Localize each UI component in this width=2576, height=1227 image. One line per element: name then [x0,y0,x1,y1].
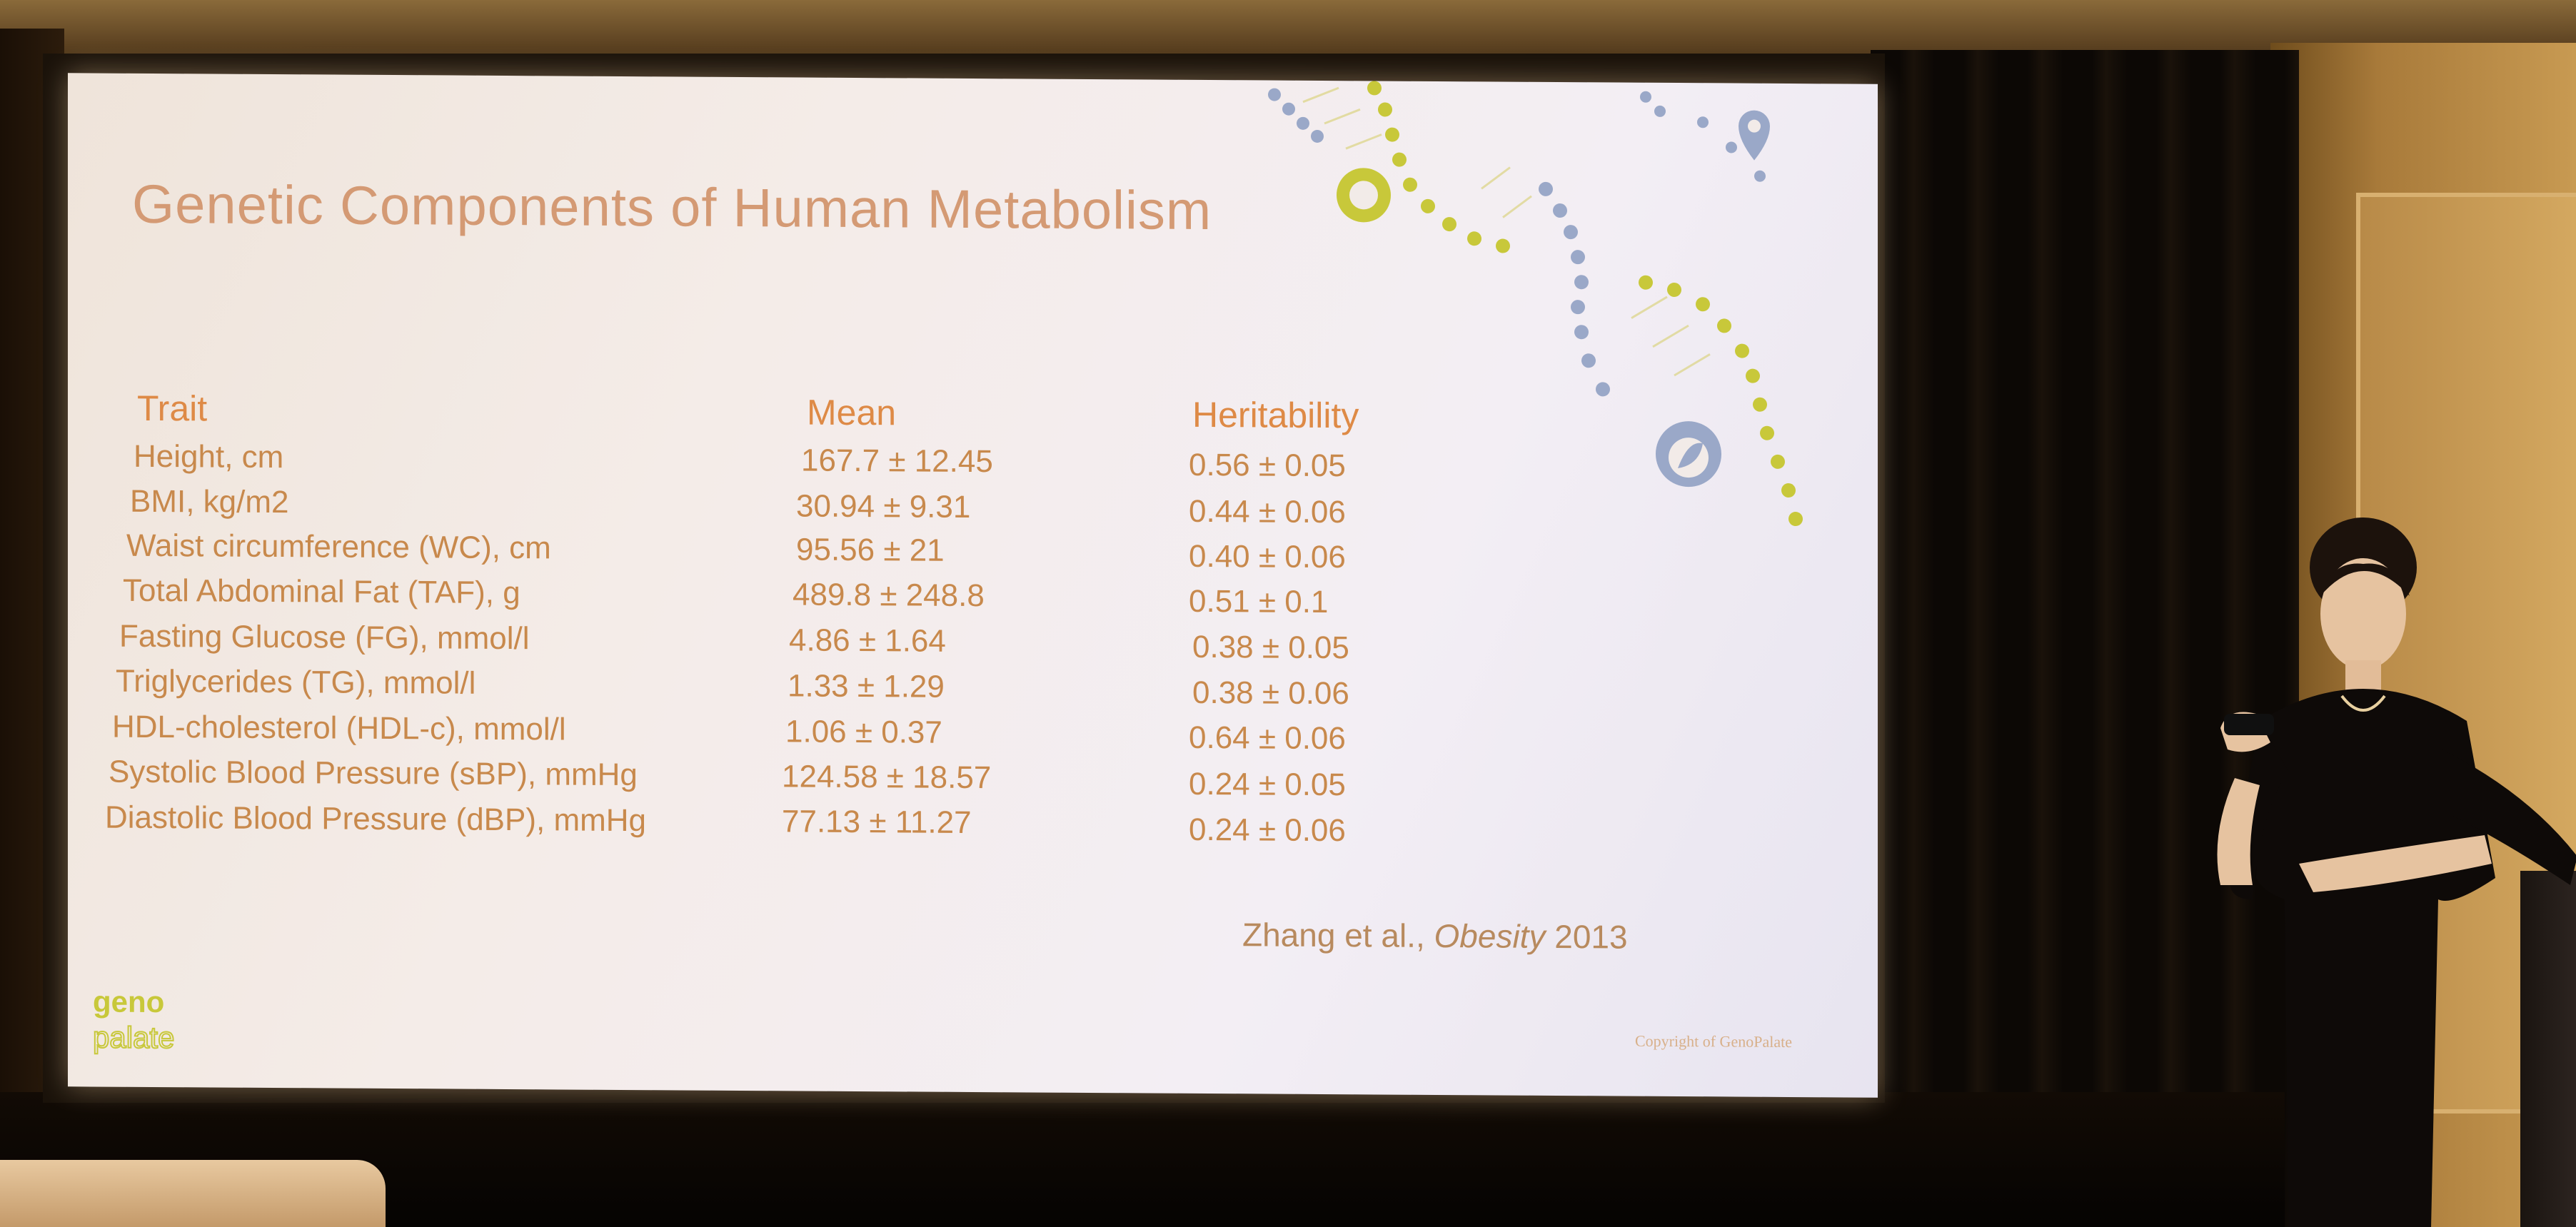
citation-year: 2013 [1554,917,1628,956]
mean-cell: 77.13 ± 11.27 [782,804,972,840]
trait-cell: HDL-cholesterol (HDL-c), mmol/l [112,709,566,747]
leaf-drop-icon [1656,421,1721,488]
slide-title: Genetic Components of Human Metabolism [132,173,1212,242]
mean-cell: 124.58 ± 18.57 [782,759,992,796]
trait-cell: Waist circumference (WC), cm [126,527,551,566]
mean-cell: 95.56 ± 21 [796,532,945,568]
stage-curtain [1871,50,2299,1227]
citation-authors: Zhang et al., [1242,916,1425,954]
slide-citation: Zhang et al., Obesity 2013 [1242,915,1628,956]
trait-cell: BMI, kg/m2 [130,483,289,520]
heritability-cell: 0.44 ± 0.06 [1189,493,1346,530]
citation-journal: Obesity [1434,917,1546,955]
column-header-heritability: Heritability [1192,394,1359,436]
mean-cell: 1.33 ± 1.29 [788,668,945,705]
mean-cell: 489.8 ± 248.8 [793,577,985,614]
heritability-cell: 0.40 ± 0.06 [1189,538,1346,575]
heritability-cell: 0.64 ± 0.06 [1189,719,1346,757]
trait-cell: Systolic Blood Pressure (sBP), mmHg [109,754,638,793]
heritability-cell: 0.24 ± 0.06 [1189,812,1346,849]
copyright-notice: Copyright of GenoPalate [1635,1031,1792,1051]
trait-cell: Height, cm [134,438,284,475]
heritability-cell: 0.38 ± 0.06 [1192,675,1349,712]
heritability-cell: 0.38 ± 0.05 [1192,629,1349,666]
mean-cell: 167.7 ± 12.45 [801,443,993,480]
column-header-trait: Trait [137,388,208,429]
projected-slide: Genetic Components of Human Metabolism T… [68,73,1878,1098]
presenter-figure [2217,517,2576,1227]
trait-cell: Fasting Glucose (FG), mmol/l [119,618,530,657]
trait-cell: Diastolic Blood Pressure (dBP), mmHg [105,799,647,839]
foreground-table [0,1160,386,1227]
trait-cell: Total Abdominal Fat (TAF), g [123,572,520,611]
dna-helix-icon [1268,81,1803,527]
mean-cell: 1.06 ± 0.37 [785,714,942,750]
nutrient-drop-icon [1337,168,1391,223]
heritability-cell: 0.51 ± 0.1 [1189,583,1329,620]
mean-cell: 4.86 ± 1.64 [789,622,946,659]
trait-cell: Triglycerides (TG), mmol/l [116,663,476,701]
heritability-cell: 0.56 ± 0.05 [1189,447,1346,484]
genopalate-logo: geno palate [92,984,175,1055]
column-header-mean: Mean [807,392,897,433]
mean-cell: 30.94 ± 9.31 [796,488,971,525]
heritability-cell: 0.24 ± 0.05 [1189,766,1346,803]
svg-text:palate: palate [93,1020,174,1054]
svg-text:geno: geno [93,984,164,1019]
location-pin-icon [1739,110,1770,161]
podium [2520,871,2576,1227]
